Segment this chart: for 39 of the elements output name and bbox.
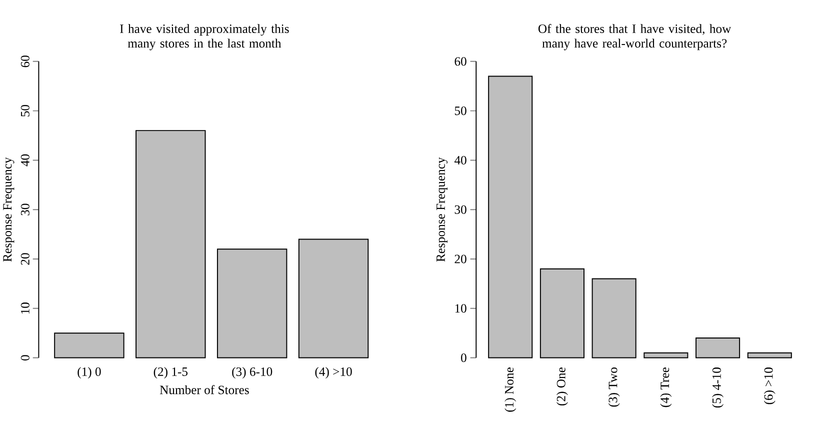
bar	[54, 332, 124, 358]
y-tick-label: 0	[20, 355, 30, 361]
chart-title: Of the stores that I have visited, how many have real-world counterparts?	[538, 24, 732, 50]
bar	[540, 268, 584, 358]
x-tick-label: (4) >10	[315, 367, 352, 379]
x-tick-label: (5) 4-10	[712, 368, 724, 408]
y-tick-label: 0	[461, 354, 466, 362]
bar	[136, 130, 206, 358]
x-tick-label: (3) Two	[608, 368, 620, 407]
y-axis-title: Response Frequency	[436, 157, 448, 262]
y-tick-label: 50	[20, 105, 30, 117]
x-axis-title: Number of Stores	[160, 385, 249, 394]
y-tick-label: 10	[455, 304, 466, 313]
bar	[298, 238, 369, 358]
x-tick-label: (1) 0	[78, 367, 101, 379]
y-tick-label: 10	[20, 302, 30, 314]
y-tick-label: 40	[20, 154, 30, 166]
bar	[747, 352, 792, 358]
x-tick-label: (6) >10	[764, 368, 776, 404]
y-axis-title: Response Frequency	[3, 157, 14, 262]
x-tick-label: (2) 1-5	[154, 367, 188, 379]
y-tick-label: 60	[20, 56, 30, 68]
chart-title: I have visited approximately this many stores in the last month	[120, 24, 289, 50]
bar	[644, 352, 688, 358]
x-tick-label: (3) 6-10	[232, 367, 272, 379]
bar	[216, 248, 288, 358]
y-tick-label: 20	[454, 254, 466, 264]
y-tick-label: 60	[454, 57, 466, 66]
y-tick-label: 50	[454, 106, 466, 116]
y-tick-label: 20	[20, 253, 30, 265]
x-tick-label: (2) One	[556, 368, 568, 406]
x-tick-label: (1) None	[504, 368, 516, 412]
bar	[696, 338, 740, 358]
x-tick-label: (4) Tree	[660, 368, 672, 408]
bar	[592, 278, 636, 358]
y-tick-label: 40	[454, 156, 466, 165]
bar	[488, 76, 533, 358]
y-tick-label: 30	[20, 204, 30, 216]
y-tick-label: 30	[454, 205, 466, 214]
